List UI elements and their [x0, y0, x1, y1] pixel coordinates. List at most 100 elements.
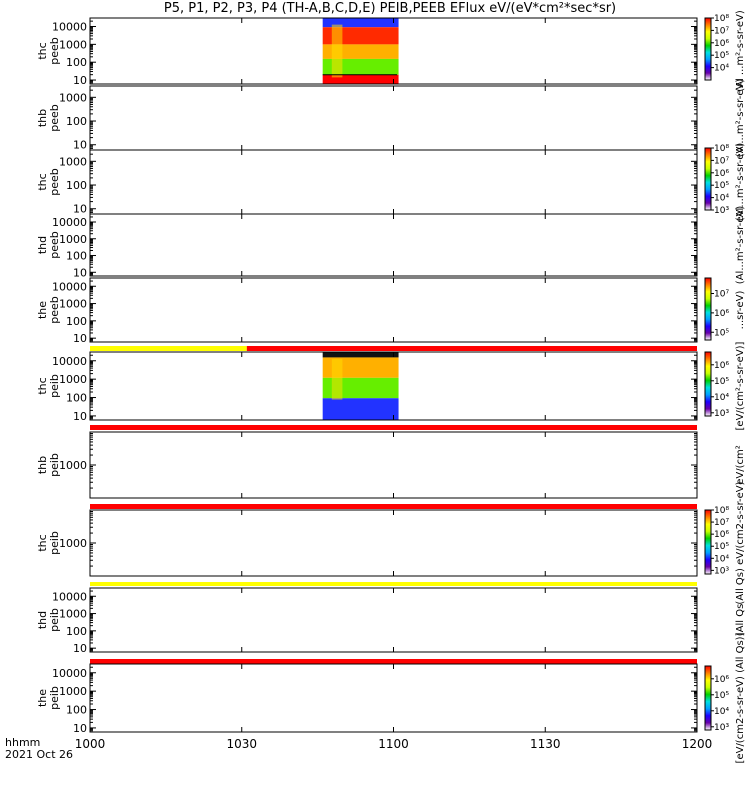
colorbar-tick-label: 10⁴ — [714, 393, 729, 403]
ytick-label: 100 — [66, 625, 87, 638]
ytick-label: 100 — [66, 704, 87, 717]
chart-title: P5, P1, P2, P3, P4 (TH-A,B,C,D,E) PEIB,P… — [163, 1, 617, 16]
colorbar-label: ...sr-eV) — [735, 291, 746, 330]
xtick-label: 1100 — [378, 737, 409, 751]
band-bottom — [322, 398, 399, 420]
colorbar-label: (Al ...m²-s-sr-eV) — [735, 10, 746, 92]
ytick-label: 1000 — [59, 155, 87, 168]
colorbar-tick-label: 10⁴ — [714, 707, 729, 717]
colorbar-tick-label: 10⁸ — [714, 14, 729, 24]
colorbar-thc-peeb: 10⁴ 10⁵ 10⁶ 10⁷ 10⁸ — [704, 14, 729, 81]
ylabel-probe: thc — [36, 173, 49, 190]
flag-segment-red — [90, 504, 697, 509]
data-layer — [322, 18, 399, 420]
ylabel-product: peeb — [48, 37, 61, 65]
ylabel-product: peib — [48, 686, 61, 710]
ylabel-probe: thc — [36, 377, 49, 394]
xtick-label: 1030 — [226, 737, 257, 751]
colorbar-tick-label: 10⁵ — [714, 328, 729, 338]
ytick-label: 10 — [73, 74, 87, 87]
colorbar-label: (Al...m²-s-sr-eV) — [735, 79, 746, 158]
band-top — [322, 352, 399, 358]
flag-segment-yellow — [90, 582, 697, 586]
colorbar-label: eV/(cm² — [735, 445, 746, 485]
colorbar-thc-peib: 10³ 10⁴ 10⁵ 10⁶ 10⁷ 10⁸ — [704, 506, 729, 576]
colorbar-bar — [704, 17, 712, 81]
ytick-label: 10000 — [52, 667, 87, 680]
ytick-label: 10 — [73, 722, 87, 735]
flag-segment-red — [90, 659, 697, 664]
time-axis-date: 2021 Oct 26 — [5, 748, 73, 761]
flag-bar-5 — [90, 659, 697, 664]
ylabel-probe: thc — [36, 42, 49, 59]
ytick-label: 1000 — [59, 459, 87, 472]
ytick-label: 10 — [73, 332, 87, 345]
ylabel-product: peeb — [48, 296, 61, 324]
colorbar-tick-label: 10³ — [714, 723, 729, 733]
ytick-label: 10 — [73, 642, 87, 655]
ytick-label: 1000 — [59, 233, 87, 246]
ylabel-probe: the — [36, 301, 49, 319]
colorbar-label: (All Qs — [735, 604, 746, 637]
colorbar-thc-peib: 10³ 10⁴ 10⁵ 10⁶ — [704, 351, 729, 419]
time-axis-label: hhmm — [5, 736, 40, 749]
flag-segment-red — [90, 425, 697, 430]
colorbar-label: (All Qs) eV/(cm2-s-sr-eV) — [735, 481, 746, 604]
feature-dip — [331, 24, 343, 78]
band-top — [322, 18, 399, 28]
colorbar-tick-label: 10⁶ — [714, 309, 729, 319]
colorbar-tick-label: 10⁵ — [714, 377, 729, 387]
colorbar-tick-label: 10⁴ — [714, 554, 729, 564]
ytick-label: 10 — [73, 203, 87, 216]
ytick-label: 100 — [66, 115, 87, 128]
panel-frame — [89, 663, 698, 733]
ylabel-probe: thb — [36, 456, 49, 474]
ytick-label: 1000 — [59, 38, 87, 51]
panel-frame — [89, 149, 698, 215]
ylabel-product: peib — [48, 453, 61, 477]
ylabel-probe: thb — [36, 109, 49, 127]
ylabel-product: peeb — [48, 168, 61, 196]
ylabel-probe: thd — [36, 611, 49, 629]
colorbar-bar — [704, 665, 712, 731]
colorbar-bar — [704, 351, 712, 417]
flag-bar-2 — [90, 425, 697, 430]
colorbar-tick-label: 10⁵ — [714, 181, 729, 191]
colorbar-tick-label: 10⁶ — [714, 675, 729, 685]
colorbar-label: [eV/(cm2-s-sr-eV) (All Qs)] — [735, 632, 746, 763]
ytick-label: 10000 — [52, 590, 87, 603]
colorbar-tick-label: 10⁸ — [714, 144, 729, 154]
ytick-label: 1000 — [59, 685, 87, 698]
panel-frame — [89, 85, 698, 151]
ytick-label: 1000 — [59, 298, 87, 311]
ytick-label: 100 — [66, 56, 87, 69]
colorbar-label: (Al...m²-s-sr-eV) — [735, 143, 746, 222]
panel-frame — [89, 587, 698, 653]
ylabel-product: peib — [48, 531, 61, 555]
colorbar-tick-label: 10³ — [714, 409, 729, 419]
feature-dip — [331, 358, 343, 400]
colorbar-tick-label: 10⁴ — [714, 194, 729, 204]
ylabel-probe: the — [36, 689, 49, 707]
colorbar-label: [eV/(cm²-s-sr-eV)] — [735, 341, 746, 430]
band-bottom — [322, 74, 399, 84]
ytick-label: 100 — [66, 250, 87, 263]
ylabel-probe: thd — [36, 236, 49, 254]
panel-thc-peib: 1000 thc peib — [36, 509, 698, 577]
colorbar-tick-label: 10⁶ — [714, 361, 729, 371]
xtick-label: 1000 — [75, 737, 106, 751]
ylabel-product: peib — [48, 374, 61, 398]
ytick-label: 100 — [66, 179, 87, 192]
colorbar-tick-label: 10⁵ — [714, 51, 729, 61]
ytick-label: 10000 — [52, 355, 87, 368]
colorbar-tick-label: 10⁵ — [714, 542, 729, 552]
colorbar-bar — [704, 147, 712, 211]
xtick-label: 1130 — [530, 737, 561, 751]
ylabel-product: peeb — [48, 104, 61, 132]
